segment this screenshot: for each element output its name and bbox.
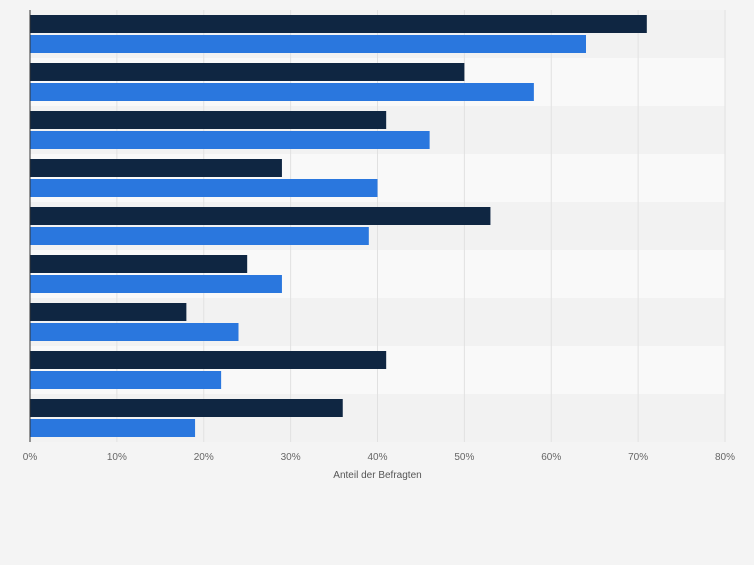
- bar[interactable]: [30, 323, 239, 341]
- bar[interactable]: [30, 351, 387, 369]
- bar[interactable]: [30, 179, 378, 197]
- bar[interactable]: [30, 63, 465, 81]
- x-tick-label: 10%: [107, 452, 127, 463]
- bar[interactable]: [30, 131, 430, 149]
- bar[interactable]: [30, 207, 491, 225]
- x-tick-label: 70%: [628, 452, 648, 463]
- x-tick-label: 0%: [23, 452, 38, 463]
- bar[interactable]: [30, 159, 282, 177]
- x-tick-label: 30%: [281, 452, 301, 463]
- bar[interactable]: [30, 111, 387, 129]
- bar[interactable]: [30, 275, 282, 293]
- x-tick-label: 40%: [367, 452, 387, 463]
- x-axis-ticks: 0% 10% 20% 30% 40% 50% 60% 70% 80%: [23, 452, 735, 463]
- bar[interactable]: [30, 227, 369, 245]
- bar[interactable]: [30, 15, 647, 33]
- x-tick-label: 80%: [715, 452, 735, 463]
- bar[interactable]: [30, 399, 343, 417]
- gridlines: [116, 10, 726, 442]
- bar[interactable]: [30, 35, 586, 53]
- x-tick-label: 20%: [194, 452, 214, 463]
- bar[interactable]: [30, 255, 248, 273]
- bar[interactable]: [30, 371, 222, 389]
- x-tick-label: 50%: [454, 452, 474, 463]
- bar[interactable]: [30, 303, 187, 321]
- x-axis-label: Anteil der Befragten: [333, 470, 421, 481]
- bars: [30, 15, 647, 437]
- bar[interactable]: [30, 83, 534, 101]
- x-tick-label: 60%: [541, 452, 561, 463]
- bar[interactable]: [30, 419, 196, 437]
